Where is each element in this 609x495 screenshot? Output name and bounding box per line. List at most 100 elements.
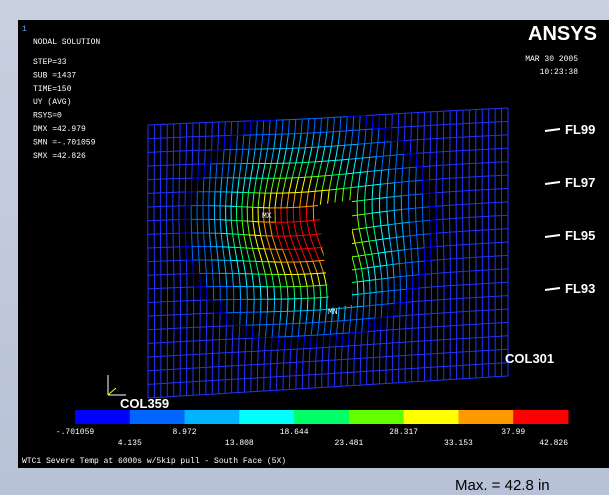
mesh-line: [314, 220, 321, 221]
mesh-line: [364, 293, 370, 294]
mesh-line: [193, 260, 194, 273]
info-line: TIME=150: [33, 85, 72, 94]
mesh-line: [366, 116, 367, 130]
mesh-line: [413, 275, 419, 276]
mesh-line: [220, 192, 221, 206]
mesh-line: [388, 290, 394, 291]
mesh-line: [214, 192, 215, 206]
mesh-line: [388, 303, 394, 304]
max-marker: MX: [262, 212, 272, 221]
mesh-line: [381, 304, 382, 317]
column-label: COL359: [120, 396, 169, 411]
mesh-line: [363, 157, 370, 158]
mesh-line: [246, 312, 247, 325]
mesh-line: [423, 220, 430, 221]
mesh-line: [318, 176, 325, 177]
mesh-line: [277, 350, 278, 363]
mesh-line: [408, 194, 415, 195]
mesh-line: [358, 144, 365, 145]
mesh-line: [429, 193, 436, 194]
mesh-line: [387, 184, 388, 198]
legend-label: 37.99: [501, 428, 525, 437]
time: 10:23:38: [540, 68, 579, 77]
mesh-line: [381, 317, 387, 318]
mesh-line: [416, 153, 417, 167]
legend-label: 18.644: [280, 428, 309, 437]
mesh-line: [239, 326, 240, 339]
mesh-line: [349, 159, 356, 160]
legend-swatch: [294, 410, 349, 424]
mesh-line: [416, 221, 423, 222]
mesh-line: [431, 260, 437, 261]
mesh-line: [382, 170, 389, 171]
legend-swatch: [130, 410, 185, 424]
mesh-line: [406, 263, 407, 276]
mesh-line: [209, 219, 210, 233]
mesh-line: [402, 181, 409, 182]
min-marker: MN: [328, 308, 338, 317]
mesh-line: [364, 306, 370, 307]
mesh-line: [307, 298, 308, 310]
mesh-line: [407, 289, 413, 290]
mesh-line: [412, 262, 418, 263]
mesh-line: [409, 168, 410, 182]
mesh-line: [394, 277, 400, 278]
mesh-line: [384, 142, 391, 143]
mesh-line: [416, 167, 423, 168]
legend-swatch: [185, 410, 240, 424]
info-line: SMN =-.701059: [33, 138, 96, 147]
mesh-line: [246, 325, 247, 338]
mesh-line: [314, 247, 321, 248]
mesh-line: [423, 234, 424, 247]
mesh-line: [192, 233, 193, 247]
mesh-line: [404, 154, 411, 155]
mesh-line: [375, 170, 382, 171]
mesh-line: [382, 304, 388, 305]
mesh-line: [303, 349, 304, 362]
mesh-line: [358, 306, 364, 307]
info-line: UY (AVG): [33, 98, 71, 107]
legend-swatch: [239, 410, 294, 424]
mesh-line: [375, 305, 376, 318]
mesh-line: [410, 140, 411, 154]
mesh-line: [309, 348, 310, 361]
legend-label: 28.317: [389, 428, 418, 437]
mesh-line: [308, 248, 315, 249]
mesh-line: [339, 308, 345, 309]
mesh-line: [415, 194, 422, 195]
info-line: DMX =42.979: [33, 125, 86, 134]
mesh-line: [240, 312, 241, 325]
mesh-line: [271, 350, 272, 363]
mesh-line: [400, 289, 406, 290]
mesh-line: [419, 288, 425, 289]
mesh-line: [376, 156, 383, 157]
mesh-line: [406, 262, 412, 263]
mesh-line: [403, 168, 410, 169]
mesh-line: [374, 331, 375, 344]
floor-label: FL97: [565, 175, 595, 190]
mesh-line: [410, 167, 417, 168]
mesh-line: [290, 349, 291, 362]
mesh-line: [409, 209, 410, 223]
mesh-line: [365, 143, 372, 144]
mesh-line: [342, 159, 349, 160]
mesh-line: [406, 275, 412, 276]
mesh-line: [281, 287, 282, 299]
legend-label: 42.826: [539, 439, 568, 448]
mesh-line: [335, 160, 342, 161]
mesh-line: [363, 281, 364, 293]
mesh-line: [250, 121, 251, 135]
mesh-line: [430, 220, 437, 221]
mesh-line: [296, 349, 297, 362]
mesh-line: [429, 206, 436, 207]
caption: WTC1 Severe Temp at 6000s w/5kip pull - …: [22, 457, 286, 466]
mesh-line: [351, 144, 358, 145]
mesh-line: [357, 282, 358, 294]
floor-label: FL93: [565, 281, 595, 296]
mesh-line: [379, 115, 380, 129]
mesh-line: [387, 317, 388, 330]
legend-label: 4.135: [118, 439, 142, 448]
mesh-line: [205, 150, 206, 164]
mesh-line: [372, 115, 373, 129]
mesh-line: [418, 261, 424, 262]
